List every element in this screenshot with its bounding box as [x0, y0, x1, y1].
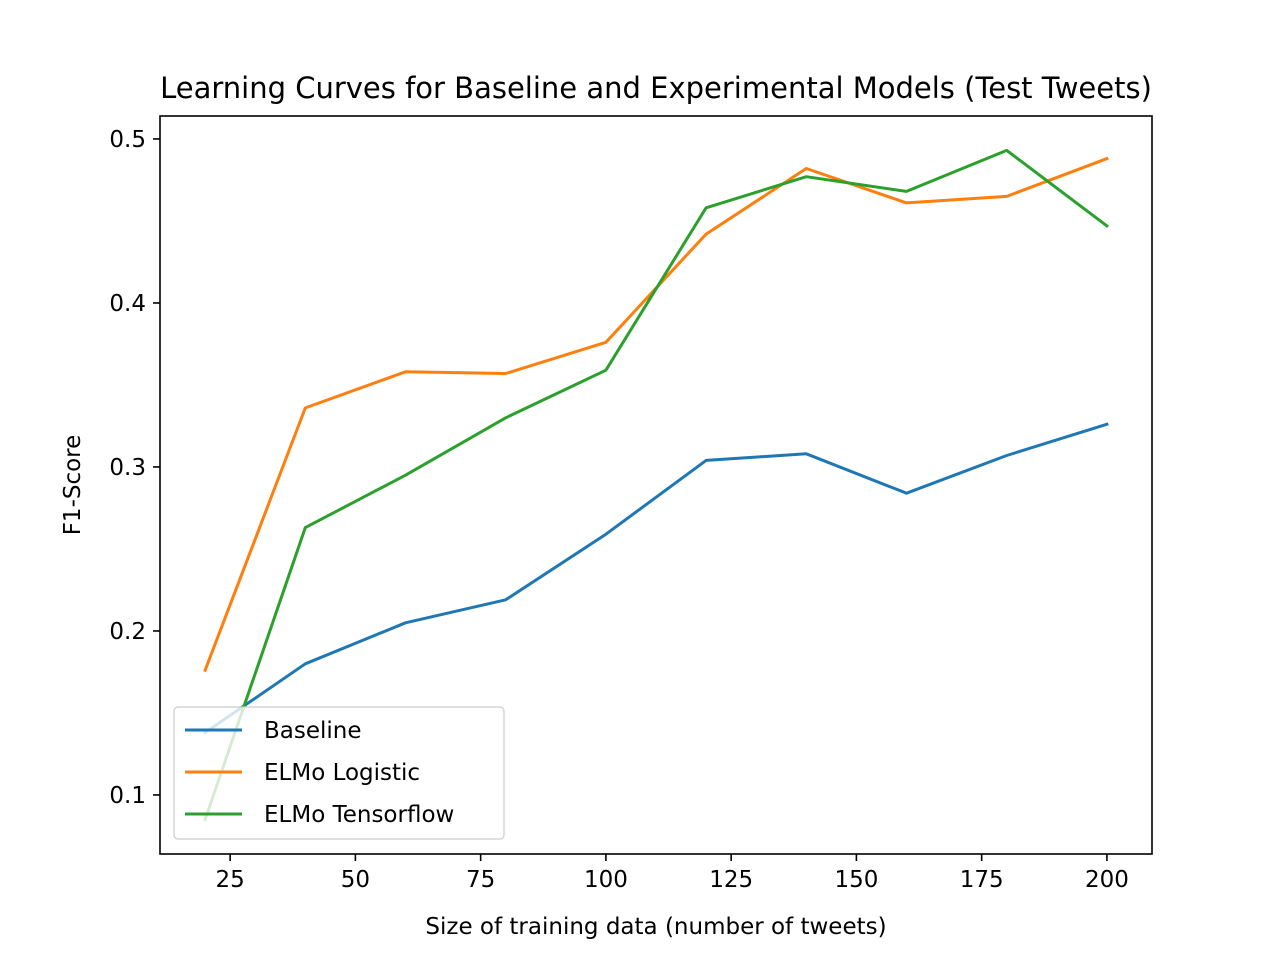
- series-layer: [203, 148, 1110, 822]
- legend-label-elmo-logistic: ELMo Logistic: [264, 760, 420, 786]
- chart-title: Learning Curves for Baseline and Experim…: [160, 71, 1152, 105]
- y-tick-label-1: 0.2: [109, 619, 146, 645]
- x-tick-label-100: 100: [584, 867, 628, 893]
- x-tick-label-200: 200: [1085, 867, 1129, 893]
- y-tick-label-3: 0.4: [109, 291, 146, 317]
- x-tick-label-50: 50: [341, 867, 370, 893]
- y-axis-label: F1-Score: [60, 435, 86, 536]
- series-line-baseline: [203, 422, 1109, 735]
- legend: Baseline ELMo Logistic ELMo Tensorflow: [173, 706, 505, 840]
- x-tick-label-25: 25: [216, 867, 245, 893]
- x-axis: 25 50 75 100 125 150 175 200: [216, 854, 1129, 893]
- x-tick-label-125: 125: [709, 867, 753, 893]
- y-tick-label-4: 0.5: [109, 127, 146, 153]
- x-tick-label-75: 75: [466, 867, 495, 893]
- series-line-elmo-tensorflow: [203, 148, 1110, 822]
- legend-label-elmo-tensorflow: ELMo Tensorflow: [264, 802, 454, 828]
- plot-frame: [159, 115, 1153, 855]
- x-tick-label-150: 150: [834, 867, 878, 893]
- legend-label-baseline: Baseline: [264, 718, 362, 744]
- x-tick-label-175: 175: [960, 867, 1004, 893]
- y-axis: 0.1 0.2 0.3 0.4 0.5: [109, 127, 160, 809]
- y-tick-label-0: 0.1: [109, 783, 146, 809]
- y-tick-label-2: 0.3: [109, 455, 146, 481]
- legend-frame: [173, 706, 505, 840]
- x-axis-label: Size of training data (number of tweets): [425, 914, 886, 940]
